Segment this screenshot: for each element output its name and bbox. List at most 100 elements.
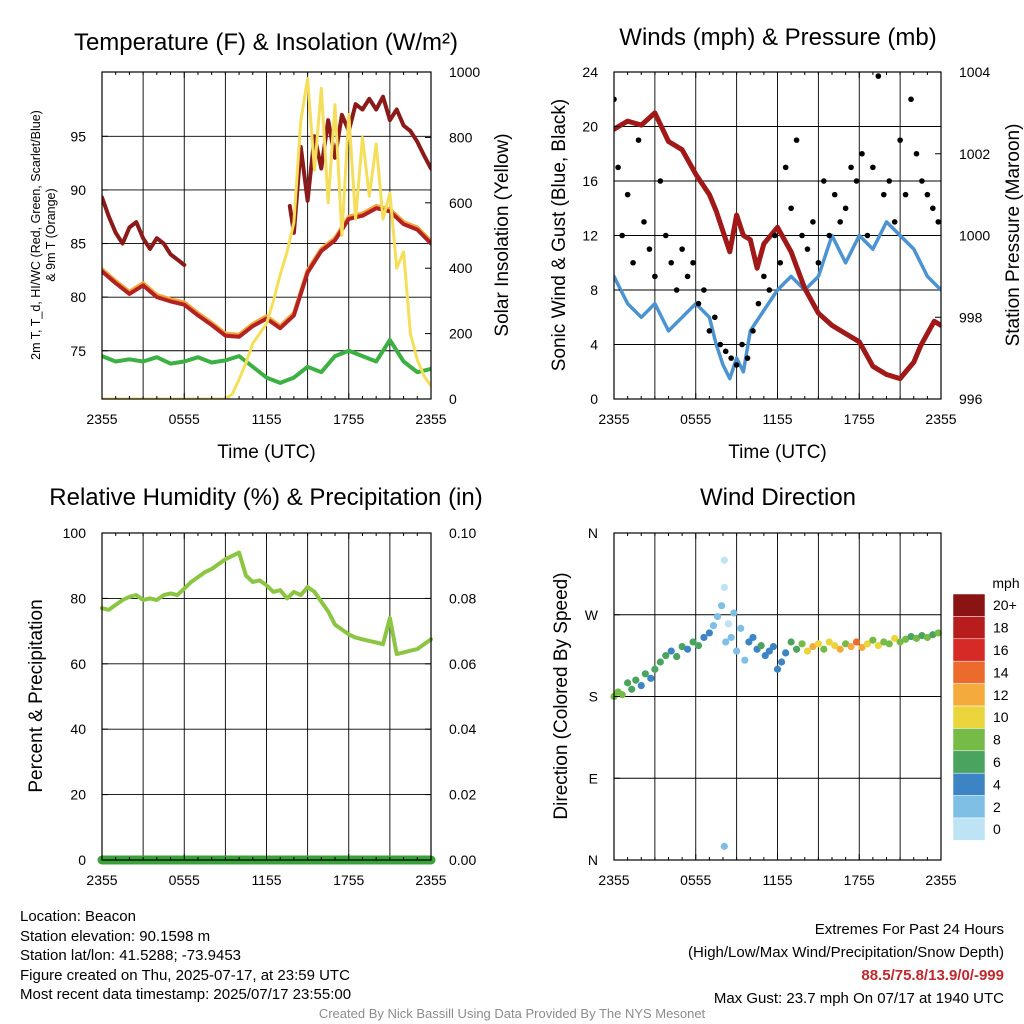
humidity-ylabel: Percent & Precipitation [26, 599, 47, 792]
y2-tick-label: 1000 [449, 64, 480, 80]
y2-tick-label: 998 [959, 309, 983, 325]
temperature-title: Temperature (F) & Insolation (W/m²) [74, 29, 458, 56]
gust-point [886, 178, 893, 184]
latlon-text: Station lat/lon: 41.5288; -73.9453 [20, 947, 242, 964]
x-tick-label: 2355 [415, 872, 446, 888]
direction-point [647, 674, 655, 682]
gust-point [859, 150, 865, 157]
y-tick-label: N [588, 852, 598, 868]
y-tick-label: 85 [70, 236, 86, 252]
y-tick-label: 100 [63, 525, 87, 541]
y2-tick-label: 0.10 [449, 525, 476, 541]
direction-point [737, 624, 745, 632]
direction-point [641, 670, 649, 678]
gust-point [766, 287, 773, 293]
location-text: Location: Beacon [20, 908, 136, 925]
direction-point [918, 632, 926, 640]
direction-point [618, 691, 626, 699]
gust-point [750, 328, 756, 334]
gust-point [793, 137, 800, 143]
colorbar-label: 16 [993, 642, 1009, 658]
winds-title: Winds (mph) & Pressure (mb) [619, 24, 936, 51]
gust-point [615, 164, 621, 171]
y2-tick-label: 0.02 [449, 787, 476, 803]
humidity-panel: 2355 0555 1155 1755 23550204060801000.000.02… [26, 484, 483, 888]
gust-point [837, 219, 843, 225]
gust-point [864, 232, 871, 239]
direction-point [730, 609, 738, 617]
wind-line [614, 220, 941, 381]
direction-point [727, 633, 735, 642]
gust-point [788, 205, 794, 212]
gust-point [695, 300, 702, 307]
y2-tick-label: 996 [959, 391, 983, 407]
colorbar-swatch [952, 683, 986, 707]
gust-point [690, 259, 696, 266]
heat_index-line [287, 94, 431, 235]
x-tick-label: 1755 [844, 411, 875, 427]
direction-point [683, 645, 692, 653]
direction-point [869, 636, 877, 644]
direction-point [673, 652, 681, 661]
y2-tick-label: 800 [449, 129, 473, 145]
y-tick-label: N [588, 525, 598, 541]
temperature-line [102, 206, 431, 339]
y-tick-label: 90 [70, 182, 86, 198]
direction-point [637, 682, 645, 690]
colorbar-swatch [952, 750, 986, 774]
x-tick-label: 2355 [415, 411, 446, 427]
max-gust-text: Max Gust: 23.7 mph On 07/17 at 1940 UTC [713, 990, 1004, 1007]
y2-tick-label: 1002 [959, 146, 990, 162]
direction-point [757, 642, 765, 650]
direction-point [836, 645, 844, 653]
y-tick-label: 16 [582, 173, 598, 189]
y2-tick-label: 0.00 [449, 852, 476, 868]
gust-point [771, 232, 778, 239]
temperature-ylabel-line2: & 9m T (Orange) [44, 188, 58, 281]
humidity-title: Relative Humidity (%) & Precipitation (i… [49, 484, 482, 511]
direction-title: Wind Direction [700, 484, 856, 511]
recent-data-text: Most recent data timestamp: 2025/07/17 2… [20, 986, 352, 1003]
direction-point [803, 647, 812, 655]
y-tick-label: 12 [582, 228, 598, 244]
gust-point [684, 273, 691, 280]
direction-point [632, 676, 640, 684]
direction-point [863, 640, 872, 648]
gust-point [619, 232, 625, 239]
created-text: Figure created on Thu, 2025-07-17, at 23… [20, 966, 350, 984]
temperature-y2label: Solar Insolation (Yellow) [492, 133, 513, 336]
gust-point [848, 164, 854, 171]
direction-point [709, 622, 718, 630]
colorbar-swatch [952, 660, 986, 684]
direction-point [769, 642, 778, 651]
y-tick-label: 20 [582, 119, 598, 135]
direction-point [651, 665, 659, 673]
y2-tick-label: 600 [449, 195, 473, 211]
y-tick-label: W [585, 607, 599, 623]
gust-point [646, 246, 653, 252]
direction-point [749, 633, 757, 642]
gust-point [712, 314, 718, 321]
temperature-xlabel: Time (UTC) [217, 442, 316, 463]
gust-point [930, 205, 936, 212]
direction-point [880, 638, 888, 646]
direction-point [896, 638, 904, 646]
y-tick-label: E [589, 770, 598, 786]
gust-point [831, 191, 838, 198]
y2-tick-label: 0.08 [449, 590, 476, 606]
gust-point [701, 287, 707, 293]
y-tick-label: 20 [70, 787, 86, 803]
colorbar-label: 4 [993, 776, 1001, 792]
direction-point [831, 642, 839, 650]
y2-tick-label: 1004 [959, 64, 990, 80]
heat_index-line [102, 195, 187, 267]
x-tick-label: 2355 [925, 411, 956, 427]
direction-point [624, 679, 632, 687]
gust-point [652, 273, 658, 280]
y-tick-label: 0 [590, 391, 598, 407]
colorbar-label: 10 [993, 709, 1009, 725]
gust-point [935, 219, 941, 225]
direction-point [741, 656, 749, 664]
winds-xlabel: Time (UTC) [728, 442, 827, 463]
